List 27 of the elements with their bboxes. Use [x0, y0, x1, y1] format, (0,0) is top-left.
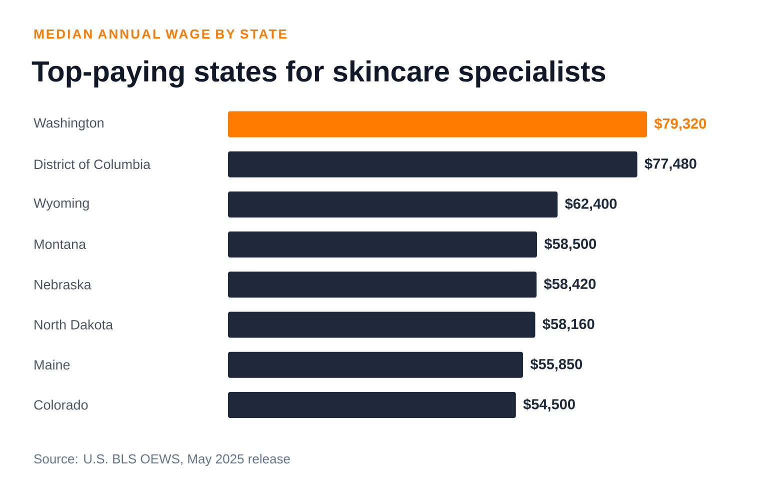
bar — [228, 392, 516, 418]
source-note: Source: U.S. BLS OEWS, May 2025 release — [34, 454, 290, 466]
data-label: $62,400 — [565, 198, 617, 211]
bar — [228, 272, 537, 298]
data-label: $77,480 — [644, 158, 696, 171]
bar — [228, 352, 524, 378]
y-tick-label: Montana — [34, 240, 86, 250]
bar — [228, 111, 648, 138]
y-tick-label: Washington — [34, 118, 104, 130]
bar — [228, 191, 558, 218]
y-tick-label: Wyoming — [34, 198, 89, 211]
data-label: $58,420 — [544, 278, 596, 292]
data-label: $54,500 — [523, 398, 575, 412]
chart-title: Top-paying states for skincare specialists — [32, 60, 606, 88]
bar — [228, 312, 536, 338]
data-label: $58,160 — [542, 318, 594, 332]
data-label: $58,500 — [544, 238, 596, 252]
y-tick-label: North Dakota — [34, 320, 114, 330]
y-tick-label: Maine — [34, 360, 70, 370]
y-tick-label: District of Columbia — [34, 159, 151, 170]
data-label: $55,850 — [530, 358, 582, 372]
y-tick-label: Colorado — [34, 400, 88, 410]
bar — [228, 151, 638, 178]
data-label: $79,320 — [654, 118, 706, 131]
y-tick-label: Nebraska — [34, 279, 92, 290]
chart-subtitle: MEDIAN ANNUAL WAGE BY STATE — [34, 29, 286, 39]
bar — [228, 232, 538, 258]
